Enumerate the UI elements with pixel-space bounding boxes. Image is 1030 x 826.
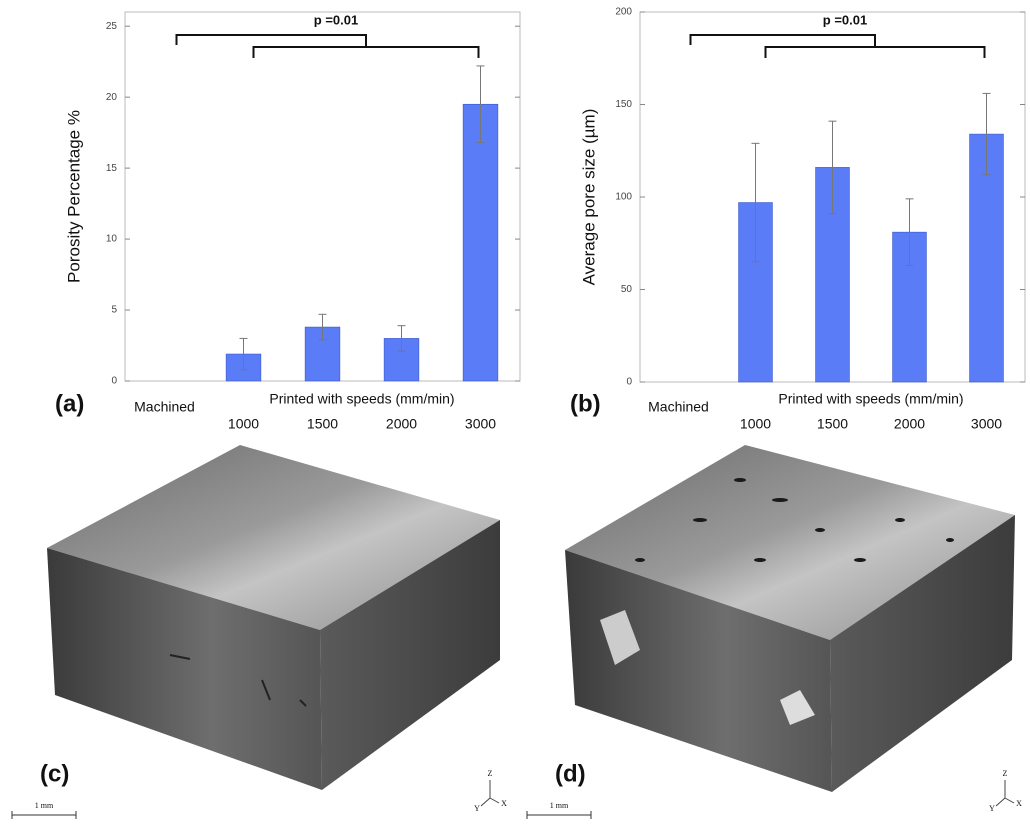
x-tick-label: 2000 — [386, 416, 417, 432]
block-d — [565, 445, 1015, 792]
x-tick-label: 1500 — [307, 416, 338, 432]
scale-bar-label: 1 mm — [35, 801, 54, 810]
y-axis-label: Average pore size (µm) — [579, 109, 598, 286]
panel-label: (a) — [55, 390, 84, 417]
panel-label: (b) — [570, 390, 601, 417]
p-value: p =0.01 — [823, 12, 867, 27]
axis-triad-label: X — [501, 799, 507, 808]
y-tick-label: 15 — [106, 163, 118, 174]
panel-label: (d) — [555, 760, 586, 787]
y-tick-label: 150 — [615, 99, 632, 110]
y-axis-label: Porosity Percentage % — [64, 110, 83, 283]
scale-bar-label: 1 mm — [550, 801, 569, 810]
y-tick-label: 0 — [626, 377, 632, 388]
bracket — [254, 47, 479, 58]
figure: 0510152025Machined1000150020003000Printe… — [0, 0, 1030, 821]
y-tick-label: 5 — [111, 305, 117, 316]
bracket — [766, 47, 985, 58]
y-tick-label: 50 — [621, 284, 633, 295]
group-label: Printed with speeds (mm/min) — [269, 391, 454, 407]
x-tick-label: 3000 — [971, 416, 1002, 432]
x-tick-label: 1500 — [817, 416, 848, 432]
bar — [463, 104, 498, 381]
axis-triad-label: Y — [474, 804, 480, 813]
x-tick-label: 2000 — [894, 416, 925, 432]
y-tick-label: 0 — [111, 376, 117, 387]
group-label: Printed with speeds (mm/min) — [778, 391, 963, 407]
x-tick-label: Machined — [648, 399, 709, 415]
panel-label: (c) — [40, 760, 69, 787]
axis-triad-label: Z — [488, 769, 493, 778]
y-tick-label: 25 — [106, 21, 118, 32]
axis-triad-label: Z — [1003, 769, 1008, 778]
axis-triad-label: Y — [989, 804, 995, 813]
bracket — [177, 35, 367, 47]
y-tick-label: 200 — [615, 7, 632, 18]
axis-triad — [481, 780, 499, 806]
y-tick-label: 10 — [106, 234, 118, 245]
x-tick-label: 1000 — [228, 416, 259, 432]
bracket — [691, 35, 876, 47]
axis-triad-label: X — [1016, 799, 1022, 808]
x-tick-label: 3000 — [465, 416, 496, 432]
x-tick-label: 1000 — [740, 416, 771, 432]
y-tick-label: 20 — [106, 92, 118, 103]
y-tick-label: 100 — [615, 192, 632, 203]
axis-triad — [996, 780, 1014, 806]
p-value: p =0.01 — [314, 12, 358, 27]
x-tick-label: Machined — [134, 399, 195, 415]
block-c — [47, 445, 500, 790]
